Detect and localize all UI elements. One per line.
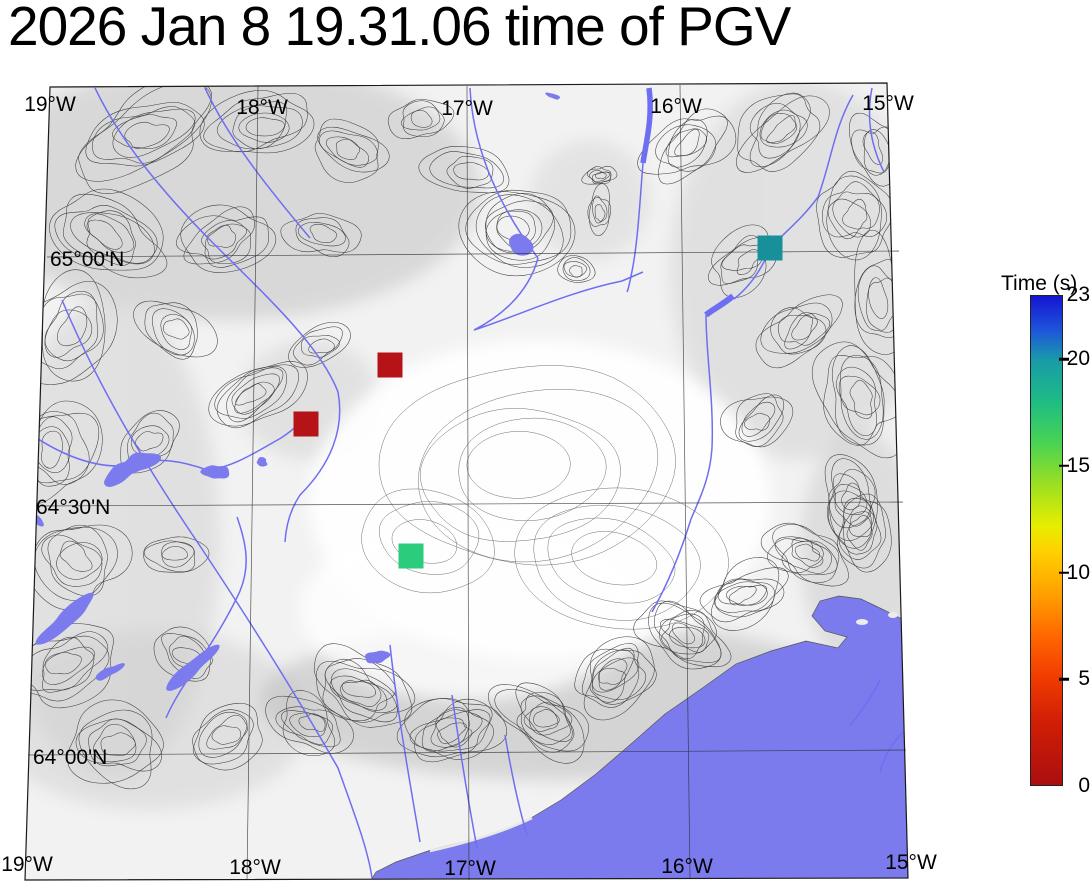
colorbar-tick-label: 23 <box>1066 283 1090 306</box>
lon-label-bottom: 18°W <box>229 856 281 879</box>
graticule <box>27 84 907 881</box>
lon-label-bottom: 17°W <box>444 857 496 880</box>
station-marker <box>377 352 403 378</box>
colorbar-tick-mark <box>1059 678 1069 681</box>
lon-label-bottom: 15°W <box>885 851 937 874</box>
colorbar-tick-mark <box>1059 357 1069 361</box>
colorbar-tick-mark <box>1059 464 1069 468</box>
colorbar-tick-label: 10 <box>1066 560 1090 584</box>
lon-label-top: 17°W <box>441 97 493 120</box>
lat-label: 64°30'N <box>36 496 110 519</box>
station-markers <box>293 235 783 569</box>
colorbar-tick-label: 0 <box>1078 774 1090 797</box>
map-labels: 19°W 18°W 17°W 16°W 15°W 19°W 18°W 17°W 16°W 15°W… <box>1 92 937 880</box>
station-marker <box>757 235 783 261</box>
colorbar-title: Time (s) <box>1001 272 1078 295</box>
colorbar-gradient <box>1030 295 1063 786</box>
lat-label: 65°00'N <box>50 248 124 271</box>
station-marker <box>398 543 424 569</box>
map-border <box>24 82 909 881</box>
colorbar-tick-label: 5 <box>1078 667 1090 691</box>
lon-label-top: 16°W <box>650 95 702 118</box>
lon-label-bottom: 16°W <box>661 855 713 878</box>
figure-title: 2026 Jan 8 19.31.06 time of PGV <box>8 0 791 57</box>
colorbar-tick-label: 20 <box>1066 347 1090 371</box>
lon-label-top: 15°W <box>862 92 914 115</box>
lakes <box>29 92 560 691</box>
lon-label-top: 18°W <box>236 96 288 119</box>
lat-label: 64°00'N <box>33 746 107 769</box>
lon-label-bottom: 19°W <box>1 853 53 876</box>
lon-label-top: 19°W <box>24 93 76 116</box>
colorbar-tick-label: 15 <box>1066 453 1090 477</box>
station-marker <box>293 411 319 437</box>
colorbar-tick-mark <box>1059 571 1069 574</box>
